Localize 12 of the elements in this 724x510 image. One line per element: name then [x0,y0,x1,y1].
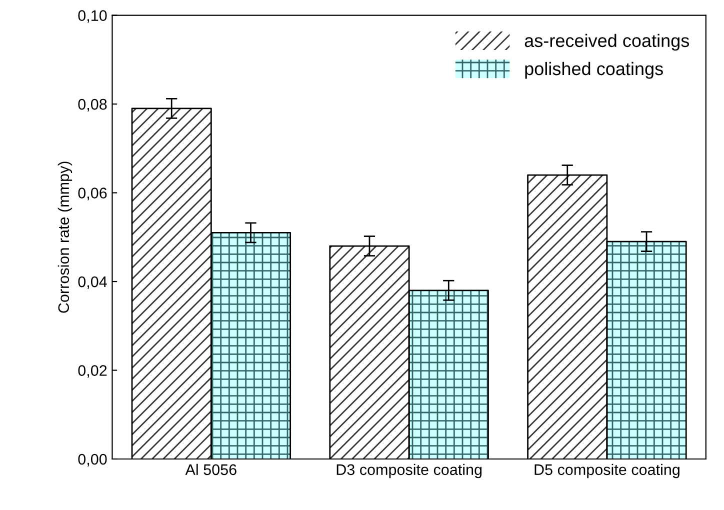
x-tick-label: D3 composite coating [336,464,482,478]
y-axis-title: Corrosion rate (mmpy) [58,162,72,313]
y-tick-label: 0,00 [78,454,107,466]
y-tick-label: 0,02 [78,365,107,378]
x-tick-label: D5 composite coating [534,464,680,478]
x-tick-label: Al 5056 [185,464,236,476]
y-tick-label: 0,10 [78,10,107,23]
legend-label: as-received coatings [524,34,690,51]
y-tick-label: 0,08 [78,98,107,112]
y-tick-label: 0,04 [78,276,107,290]
y-tick-label: 0,06 [78,188,107,200]
legend-label: polished coatings [525,62,663,79]
